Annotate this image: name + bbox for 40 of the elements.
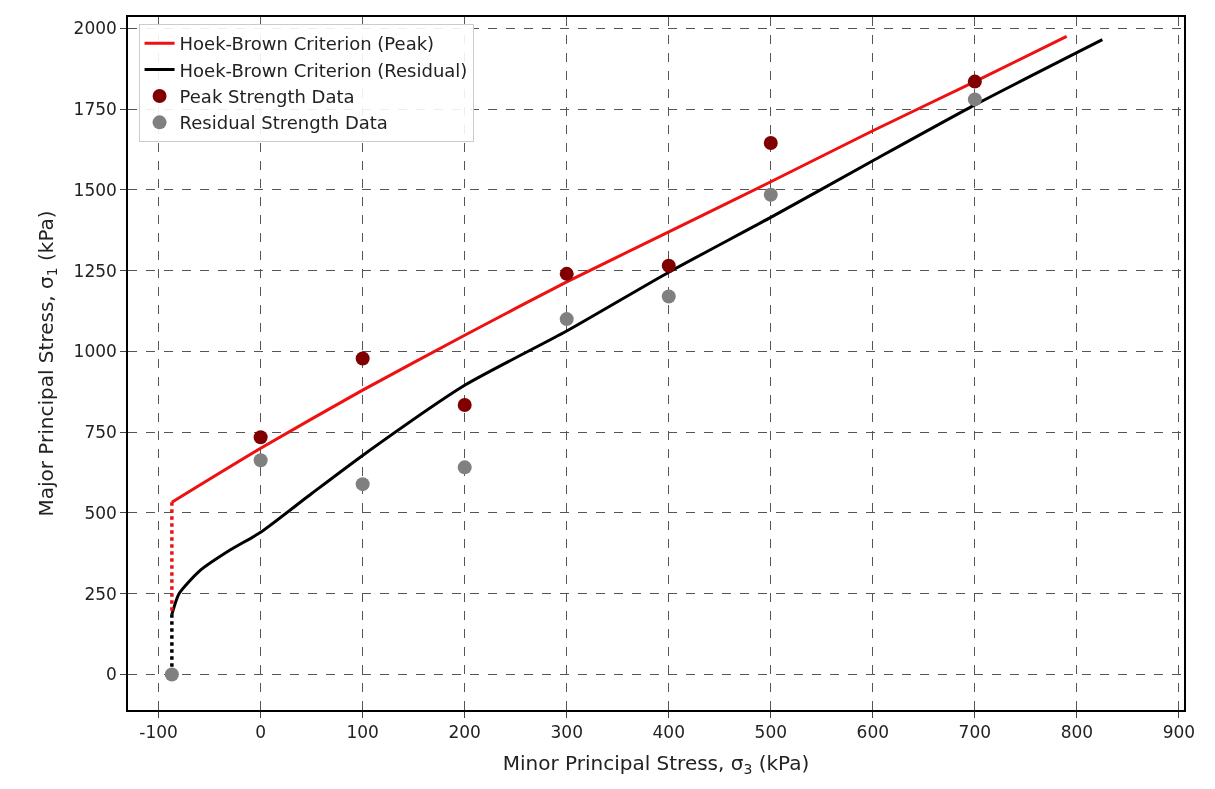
point: [253, 453, 268, 468]
x-axis-title: Minor Principal Stress, σ$_{3}$ (kPa): [502, 751, 810, 778]
y-tick-label: 2000: [73, 18, 117, 39]
point: [559, 312, 574, 327]
legend-label: Peak Strength Data: [179, 85, 355, 107]
point: [355, 351, 370, 366]
x-tick-label: 600: [856, 722, 890, 743]
point: [763, 187, 778, 202]
point: [457, 460, 472, 475]
x-tick-label: 700: [958, 722, 992, 743]
point: [967, 74, 982, 89]
point: [967, 92, 982, 107]
point: [253, 430, 268, 445]
x-tick-label: 200: [448, 722, 481, 743]
point: [457, 398, 472, 413]
y-tick-label: 0: [106, 664, 117, 685]
y-tick-label: 250: [84, 583, 117, 604]
x-tick-label: 0: [255, 722, 267, 743]
legend-label: Hoek-Brown Criterion (Residual): [179, 59, 468, 81]
point: [559, 266, 574, 281]
x-tick-label: 100: [346, 722, 379, 743]
y-tick-label: 1750: [73, 99, 117, 120]
point: [355, 477, 370, 492]
point: [661, 258, 676, 273]
x-tick-label: 900: [1162, 722, 1196, 743]
y-tick-label: 1000: [73, 341, 117, 362]
x-tick-label: -100: [139, 722, 178, 743]
y-tick-label: 1500: [73, 179, 117, 200]
y-tick-label: 1250: [73, 260, 117, 281]
point: [661, 289, 676, 304]
point: [763, 136, 778, 150]
x-tick-label: 300: [550, 722, 583, 743]
x-tick-label: 500: [754, 722, 788, 743]
legend-label: Hoek-Brown Criterion (Peak): [179, 33, 435, 55]
legend-label: Residual Strength Data: [179, 112, 388, 134]
x-tick-label: 400: [652, 722, 685, 743]
point: [164, 667, 179, 682]
y-tick-label: 500: [84, 502, 117, 523]
y-tick-label: 750: [84, 422, 117, 443]
x-tick-label: 800: [1060, 722, 1094, 743]
